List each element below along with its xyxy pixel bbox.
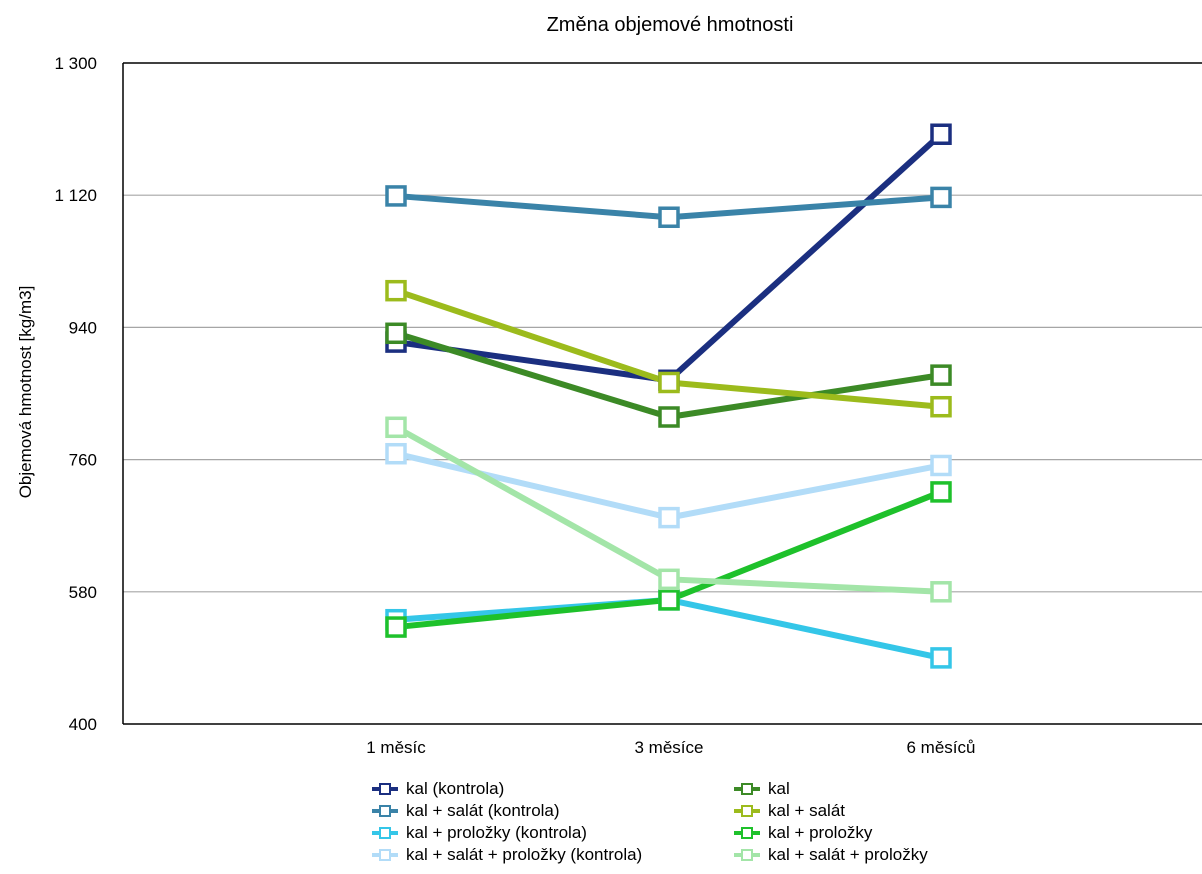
data-point	[658, 406, 680, 428]
x-tick-label: 6 měsíců	[907, 738, 976, 757]
legend-item: kal + salát	[734, 800, 845, 822]
legend-label: kal (kontrola)	[406, 779, 505, 798]
legend-item: kal (kontrola)	[372, 778, 504, 800]
y-tick-label: 1 300	[54, 54, 97, 73]
data-point	[385, 322, 407, 345]
y-tick-label: 940	[69, 318, 97, 337]
y-tick-label: 580	[69, 583, 97, 602]
legend-label: kal + proložky	[768, 823, 873, 842]
legend-label: kal + salát + proložky (kontrola)	[406, 845, 643, 864]
legend-item: kal + salát + proložky	[734, 844, 928, 866]
y-axis-label: Objemová hmotnost [kg/m3]	[16, 285, 35, 499]
data-point	[658, 506, 680, 529]
legend-item: kal + salát (kontrola)	[372, 800, 560, 822]
y-tick-label: 1 120	[54, 186, 97, 205]
data-point	[385, 616, 407, 638]
y-tick-label: 400	[69, 715, 97, 734]
data-point	[930, 581, 952, 603]
series-line	[395, 132, 944, 384]
grid-lines	[123, 194, 1202, 593]
data-point	[930, 481, 952, 503]
data-point	[658, 371, 680, 394]
data-point	[930, 647, 952, 669]
legend-label: kal + salát (kontrola)	[406, 801, 560, 820]
legend-swatch	[372, 847, 398, 863]
legend-label: kal + salát + proložky	[768, 845, 928, 864]
data-point	[930, 186, 952, 209]
data-point	[930, 454, 952, 477]
chart-title: Změna objemové hmotnosti	[546, 14, 794, 36]
legend-swatch	[734, 825, 760, 841]
legend-item: kal + proložky (kontrola)	[372, 822, 587, 844]
legend-item: kal + salát + proložky (kontrola)	[372, 844, 642, 866]
data-point	[658, 206, 680, 228]
data-point	[385, 442, 407, 465]
legend-swatch	[372, 803, 398, 819]
data-point	[930, 395, 952, 418]
data-point	[658, 589, 680, 611]
data-point	[930, 364, 952, 386]
data-point	[385, 416, 407, 439]
legend-item: kal + proložky	[734, 822, 872, 844]
data-point	[385, 185, 407, 207]
x-tick-label: 1 měsíc	[366, 738, 426, 757]
legend-label: kal	[768, 779, 790, 798]
legend: kal (kontrola) kal + salát (kontrola) kal …	[372, 778, 992, 874]
data-point	[930, 123, 952, 145]
axes: 400 580 760 940 1 120 1 300 1 měsíc 3 měsíce 6 m…	[54, 54, 1202, 757]
legend-swatch	[734, 847, 760, 863]
legend-item: kal	[734, 778, 790, 800]
data-point	[385, 279, 407, 302]
x-tick-label: 3 měsíce	[635, 738, 704, 757]
legend-swatch	[734, 781, 760, 797]
series-layer	[385, 123, 952, 669]
data-point	[658, 568, 680, 591]
legend-swatch	[734, 803, 760, 819]
legend-label: kal + salát	[768, 801, 846, 820]
legend-swatch	[372, 781, 398, 797]
legend-label: kal + proložky (kontrola)	[406, 823, 587, 842]
legend-swatch	[372, 825, 398, 841]
y-tick-label: 760	[69, 451, 97, 470]
